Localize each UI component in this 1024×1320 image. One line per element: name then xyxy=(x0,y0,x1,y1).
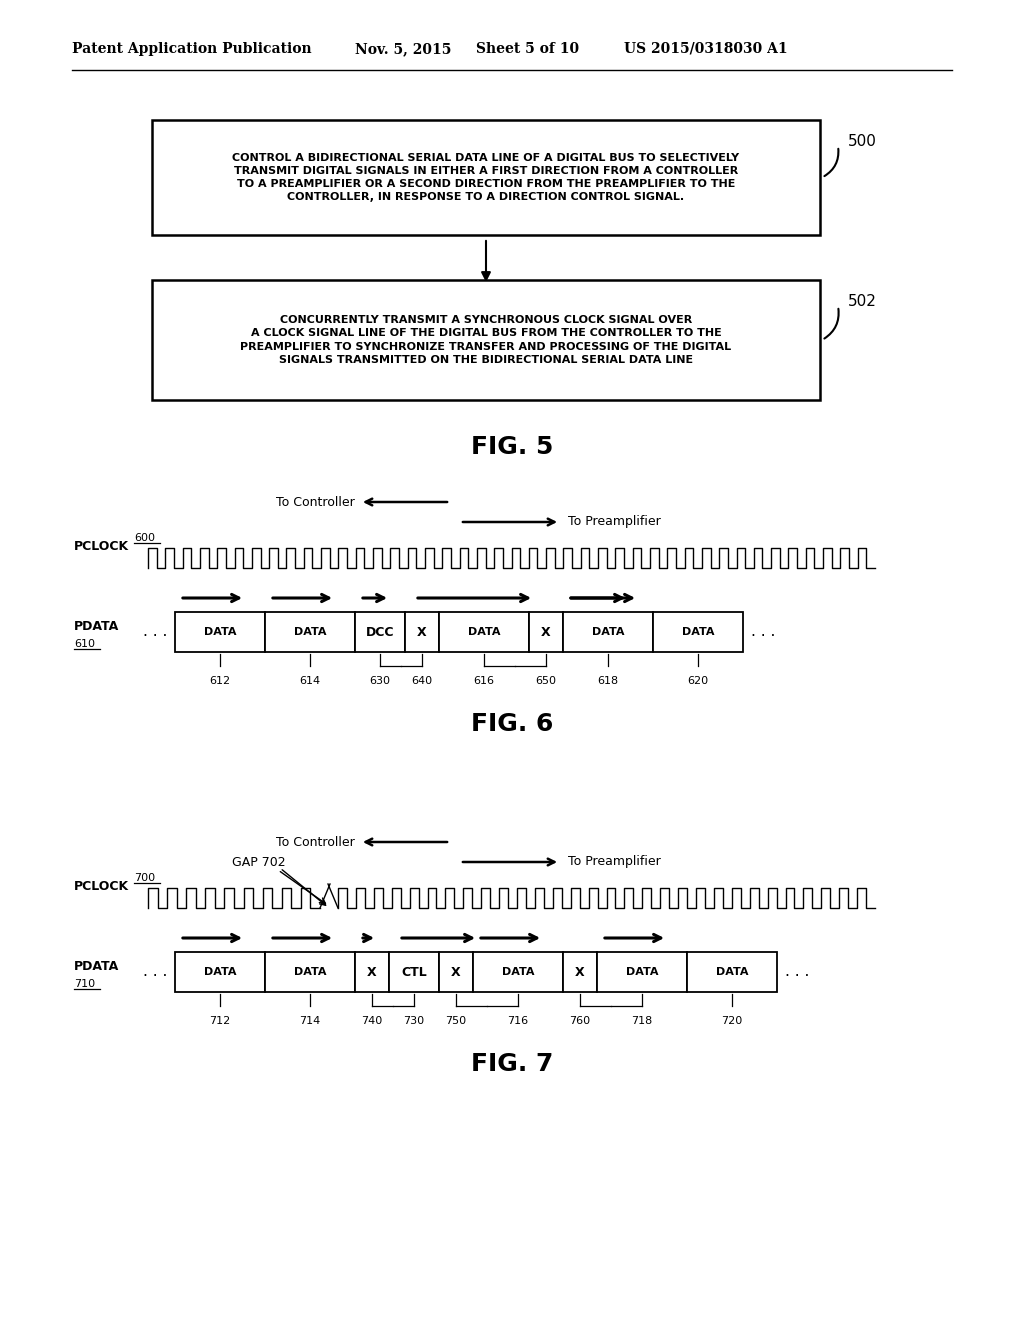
Text: 740: 740 xyxy=(361,1016,383,1026)
Text: DATA: DATA xyxy=(502,968,535,977)
Text: To Preamplifier: To Preamplifier xyxy=(568,516,660,528)
Text: 610: 610 xyxy=(74,639,95,649)
Bar xyxy=(389,952,439,993)
Text: FIG. 6: FIG. 6 xyxy=(471,711,553,737)
Text: X: X xyxy=(452,965,461,978)
Text: 650: 650 xyxy=(536,676,556,686)
Text: 502: 502 xyxy=(848,294,877,309)
Text: DATA: DATA xyxy=(294,968,327,977)
Text: Sheet 5 of 10: Sheet 5 of 10 xyxy=(476,42,580,55)
Text: 716: 716 xyxy=(508,1016,528,1026)
Text: FIG. 7: FIG. 7 xyxy=(471,1052,553,1076)
Text: . . .: . . . xyxy=(142,965,167,979)
Text: Patent Application Publication: Patent Application Publication xyxy=(72,42,311,55)
Text: To Controller: To Controller xyxy=(276,836,355,849)
Bar xyxy=(563,952,597,993)
Bar xyxy=(439,612,529,652)
Bar xyxy=(597,952,687,993)
Text: PDATA: PDATA xyxy=(74,961,119,974)
Bar xyxy=(439,952,473,993)
Text: 712: 712 xyxy=(209,1016,230,1026)
Text: PDATA: PDATA xyxy=(74,620,119,634)
Text: 500: 500 xyxy=(848,135,877,149)
Bar xyxy=(355,952,389,993)
Text: 600: 600 xyxy=(134,533,155,543)
Text: US 2015/0318030 A1: US 2015/0318030 A1 xyxy=(624,42,787,55)
Text: DATA: DATA xyxy=(682,627,715,638)
Text: 618: 618 xyxy=(597,676,618,686)
Bar xyxy=(152,120,820,235)
Bar xyxy=(265,612,355,652)
Text: 630: 630 xyxy=(370,676,390,686)
Text: DATA: DATA xyxy=(204,627,237,638)
Text: 720: 720 xyxy=(721,1016,742,1026)
Text: 750: 750 xyxy=(445,1016,467,1026)
Bar xyxy=(653,612,743,652)
Text: 640: 640 xyxy=(412,676,432,686)
Bar xyxy=(563,612,653,652)
Text: . . .: . . . xyxy=(784,965,809,979)
Text: 612: 612 xyxy=(210,676,230,686)
Bar xyxy=(406,612,439,652)
Text: DCC: DCC xyxy=(366,626,394,639)
Text: DATA: DATA xyxy=(626,968,658,977)
Text: To Controller: To Controller xyxy=(276,495,355,508)
Text: CONCURRENTLY TRANSMIT A SYNCHRONOUS CLOCK SIGNAL OVER
A CLOCK SIGNAL LINE OF THE: CONCURRENTLY TRANSMIT A SYNCHRONOUS CLOC… xyxy=(241,315,731,364)
Text: PCLOCK: PCLOCK xyxy=(74,540,129,553)
Bar xyxy=(473,952,563,993)
Text: X: X xyxy=(417,626,427,639)
Text: 760: 760 xyxy=(569,1016,591,1026)
Text: DATA: DATA xyxy=(204,968,237,977)
Text: 620: 620 xyxy=(687,676,709,686)
Text: CONTROL A BIDIRECTIONAL SERIAL DATA LINE OF A DIGITAL BUS TO SELECTIVELY
TRANSMI: CONTROL A BIDIRECTIONAL SERIAL DATA LINE… xyxy=(232,153,739,202)
Text: 614: 614 xyxy=(299,676,321,686)
Bar xyxy=(687,952,777,993)
Text: 714: 714 xyxy=(299,1016,321,1026)
Text: PCLOCK: PCLOCK xyxy=(74,879,129,892)
Text: . . .: . . . xyxy=(751,624,775,639)
Text: 730: 730 xyxy=(403,1016,425,1026)
Text: 710: 710 xyxy=(74,979,95,989)
Text: . . .: . . . xyxy=(142,624,167,639)
Text: To Preamplifier: To Preamplifier xyxy=(568,855,660,869)
Bar xyxy=(175,952,265,993)
Bar xyxy=(152,280,820,400)
Text: 718: 718 xyxy=(632,1016,652,1026)
Text: DATA: DATA xyxy=(716,968,749,977)
Text: DATA: DATA xyxy=(468,627,501,638)
Text: X: X xyxy=(575,965,585,978)
Text: X: X xyxy=(542,626,551,639)
Text: X: X xyxy=(368,965,377,978)
Text: 616: 616 xyxy=(473,676,495,686)
Text: DATA: DATA xyxy=(294,627,327,638)
Bar xyxy=(265,952,355,993)
Text: DATA: DATA xyxy=(592,627,625,638)
Text: 700: 700 xyxy=(134,873,155,883)
Text: FIG. 5: FIG. 5 xyxy=(471,436,553,459)
Text: CTL: CTL xyxy=(401,965,427,978)
Text: Nov. 5, 2015: Nov. 5, 2015 xyxy=(355,42,452,55)
Bar xyxy=(529,612,563,652)
Bar xyxy=(175,612,265,652)
Text: GAP 702: GAP 702 xyxy=(232,855,286,869)
Bar xyxy=(355,612,406,652)
